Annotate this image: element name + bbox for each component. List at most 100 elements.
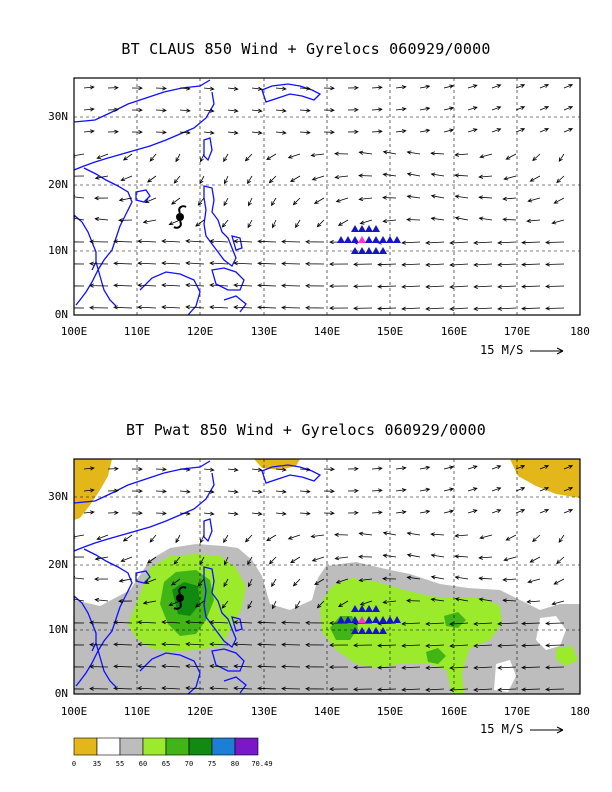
wind-vector	[257, 261, 277, 266]
colorbar-swatch	[234, 737, 259, 756]
wind-vector	[227, 86, 239, 91]
wind-vector	[502, 217, 517, 222]
wind-vector	[401, 643, 421, 648]
panel2-gyre-locations	[337, 605, 401, 634]
wind-vector	[314, 578, 325, 585]
wind-vector	[323, 86, 335, 91]
wind-vector	[353, 687, 373, 692]
wind-vector	[271, 578, 277, 588]
wind-vector	[137, 283, 157, 288]
wind-vector	[449, 240, 469, 245]
wind-vector	[545, 240, 565, 245]
wind-vector	[532, 153, 541, 162]
wind-vector	[382, 150, 397, 155]
wind-vector	[556, 175, 565, 184]
wind-vector	[347, 466, 359, 471]
panel2-title: BT Pwat 850 Wind + Gyrelocs 060929/0000	[126, 421, 486, 439]
blue-triangle-icon	[358, 627, 366, 634]
wind-vector	[199, 175, 205, 185]
wind-vector	[347, 488, 359, 493]
wind-vector	[113, 664, 133, 669]
wind-vector	[113, 642, 133, 647]
wind-vector	[430, 216, 445, 221]
wind-vector	[497, 665, 517, 670]
blue-triangle-icon	[365, 616, 373, 623]
wind-vector	[425, 687, 445, 692]
wind-vector	[473, 262, 493, 267]
x-tick-label: 160E	[440, 705, 468, 718]
wind-vector	[563, 128, 574, 133]
typhoon-symbol-icon	[173, 205, 187, 229]
wind-vector	[521, 306, 541, 311]
wind-vector	[359, 219, 373, 225]
wind-vector	[118, 218, 133, 223]
wind-vector	[251, 130, 263, 135]
gyre-center-icon	[358, 616, 366, 623]
wind-vector	[185, 239, 205, 244]
panel1-wind-vectors	[74, 84, 574, 311]
blue-triangle-icon	[351, 247, 359, 254]
wind-vector	[382, 600, 397, 605]
blue-triangle-icon	[379, 247, 387, 254]
wind-vector	[558, 534, 565, 543]
wind-vector	[478, 576, 493, 581]
wind-vector	[107, 466, 119, 471]
wind-vector	[144, 578, 157, 584]
wind-vector	[247, 175, 253, 185]
wind-vector	[120, 556, 133, 562]
wind-vector	[149, 534, 157, 543]
wind-vector	[395, 85, 407, 90]
wind-vector	[419, 106, 431, 111]
wind-vector	[430, 532, 445, 537]
wind-vector	[155, 467, 167, 472]
wind-vector	[168, 600, 181, 606]
blue-triangle-icon	[358, 605, 366, 612]
wind-vector	[137, 620, 157, 625]
wind-vector	[209, 239, 229, 244]
wind-vector	[335, 578, 349, 584]
wind-vector	[292, 578, 301, 587]
wind-vector	[305, 305, 325, 310]
wind-vector	[454, 216, 469, 221]
wind-vector	[209, 642, 229, 647]
wind-vector	[503, 556, 517, 562]
wind-vector	[406, 172, 421, 177]
wind-vector	[358, 531, 373, 536]
colorbar-swatch	[211, 737, 236, 756]
wind-vector	[505, 534, 517, 541]
wind-vector	[203, 86, 215, 91]
blue-triangle-icon	[351, 605, 359, 612]
wind-vector	[94, 196, 109, 201]
wind-vector	[89, 239, 109, 244]
wind-vector	[529, 175, 541, 182]
wind-vector	[233, 239, 253, 244]
wind-vector	[155, 489, 167, 494]
wind-vector	[467, 509, 478, 514]
wind-vector	[353, 306, 373, 311]
wind-vector	[227, 489, 239, 494]
wind-vector	[305, 642, 325, 647]
wind-vector	[430, 194, 445, 199]
wind-vector	[491, 128, 502, 133]
wind-vector	[515, 84, 526, 89]
wind-vector	[118, 578, 133, 583]
wind-vector	[347, 85, 359, 90]
wind-vector	[334, 151, 349, 156]
colorbar-label: 0	[71, 760, 77, 768]
blue-triangle-icon	[386, 236, 394, 243]
wind-vector	[563, 84, 574, 89]
wind-vector	[539, 106, 550, 111]
wind-vector	[155, 130, 167, 135]
panel2-reference-arrow	[530, 726, 564, 734]
wind-vector	[113, 283, 133, 288]
wind-vector	[419, 487, 431, 492]
wind-vector	[515, 106, 526, 111]
wind-vector	[305, 664, 325, 669]
blue-triangle-icon	[351, 236, 359, 243]
wind-vector	[113, 305, 133, 310]
wind-vector	[233, 283, 253, 288]
wind-vector	[347, 107, 359, 112]
wind-vector	[185, 283, 205, 288]
wind-vector	[497, 306, 517, 311]
wind-vector	[175, 153, 181, 163]
